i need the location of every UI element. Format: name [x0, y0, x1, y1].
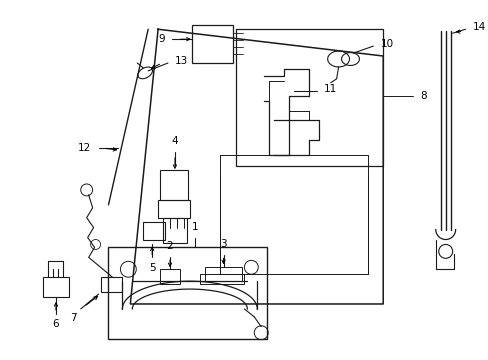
Bar: [236, 29, 383, 166]
Text: 3: 3: [220, 239, 226, 249]
Bar: [43, 277, 69, 297]
Bar: [191, 25, 233, 63]
Bar: [158, 200, 189, 218]
Text: 8: 8: [419, 91, 426, 101]
Bar: [160, 170, 187, 200]
Text: 1: 1: [191, 221, 198, 231]
Text: 4: 4: [171, 136, 178, 146]
Bar: [160, 269, 180, 284]
Text: 9: 9: [158, 34, 164, 44]
Text: 2: 2: [166, 242, 173, 251]
Bar: [204, 267, 242, 281]
Text: 5: 5: [148, 263, 155, 273]
Text: 12: 12: [77, 143, 90, 153]
Bar: [101, 277, 122, 292]
Bar: [108, 247, 266, 339]
Text: 13: 13: [175, 56, 188, 66]
Bar: [163, 218, 186, 243]
Text: 11: 11: [323, 84, 336, 94]
Text: 7: 7: [70, 313, 77, 323]
Text: 10: 10: [381, 39, 393, 49]
Bar: [199, 274, 244, 284]
Text: 6: 6: [53, 319, 59, 329]
Bar: [143, 222, 164, 239]
Text: 14: 14: [471, 22, 485, 32]
